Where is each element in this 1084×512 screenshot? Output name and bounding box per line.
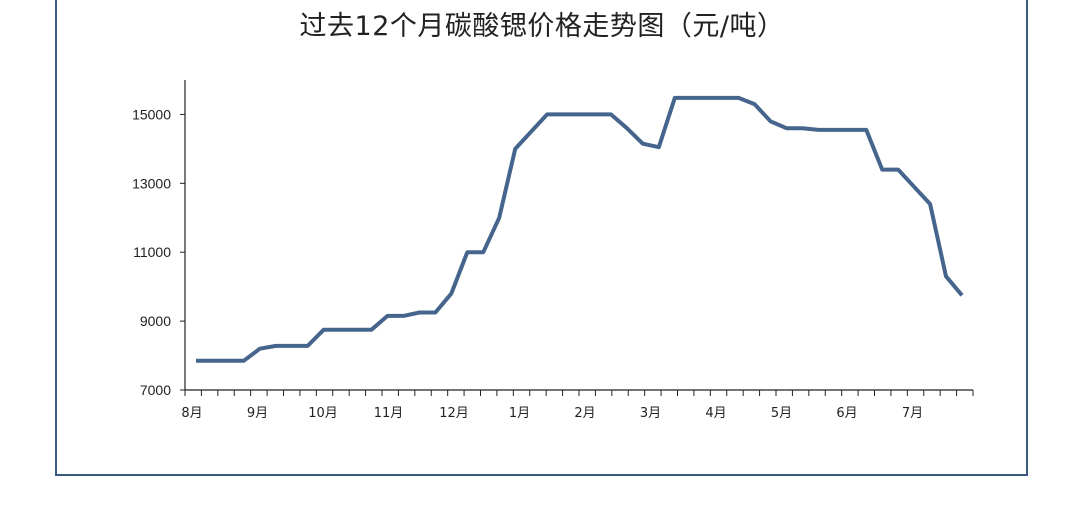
x-tick-label: 2月 bbox=[574, 406, 595, 421]
x-tick-label: 6月 bbox=[836, 406, 857, 421]
x-tick-label: 5月 bbox=[771, 406, 792, 421]
y-tick-label: 9000 bbox=[140, 313, 171, 329]
x-tick-label: 9月 bbox=[247, 406, 268, 421]
y-tick-label: 13000 bbox=[132, 175, 171, 191]
x-axis-ticks: 8月 9月 10月 11月 12月 1月 2月 3月 4月 5月 6月 7月 bbox=[181, 390, 974, 421]
y-tick-label: 15000 bbox=[132, 106, 171, 122]
chart-frame bbox=[55, 0, 1028, 476]
y-tick-label: 11000 bbox=[133, 244, 171, 260]
chart-title: 过去12个月碳酸锶价格走势图（元/吨） bbox=[299, 11, 785, 42]
x-tick-label: 10月 bbox=[308, 406, 338, 421]
axes bbox=[184, 80, 973, 391]
x-tick-label: 12月 bbox=[439, 406, 469, 421]
series-line bbox=[196, 95, 964, 363]
y-axis-ticks: 7000 9000 11000 13000 15000 bbox=[132, 106, 185, 398]
x-tick-label: 3月 bbox=[640, 406, 661, 421]
x-tick-label: 8月 bbox=[181, 406, 202, 421]
x-tick-label: 1月 bbox=[509, 406, 530, 421]
x-tick-label: 11月 bbox=[374, 406, 404, 421]
x-tick-label: 7月 bbox=[902, 406, 923, 421]
y-tick-label: 7000 bbox=[140, 382, 171, 398]
plot-area bbox=[196, 95, 964, 363]
x-tick-label: 4月 bbox=[705, 406, 726, 421]
